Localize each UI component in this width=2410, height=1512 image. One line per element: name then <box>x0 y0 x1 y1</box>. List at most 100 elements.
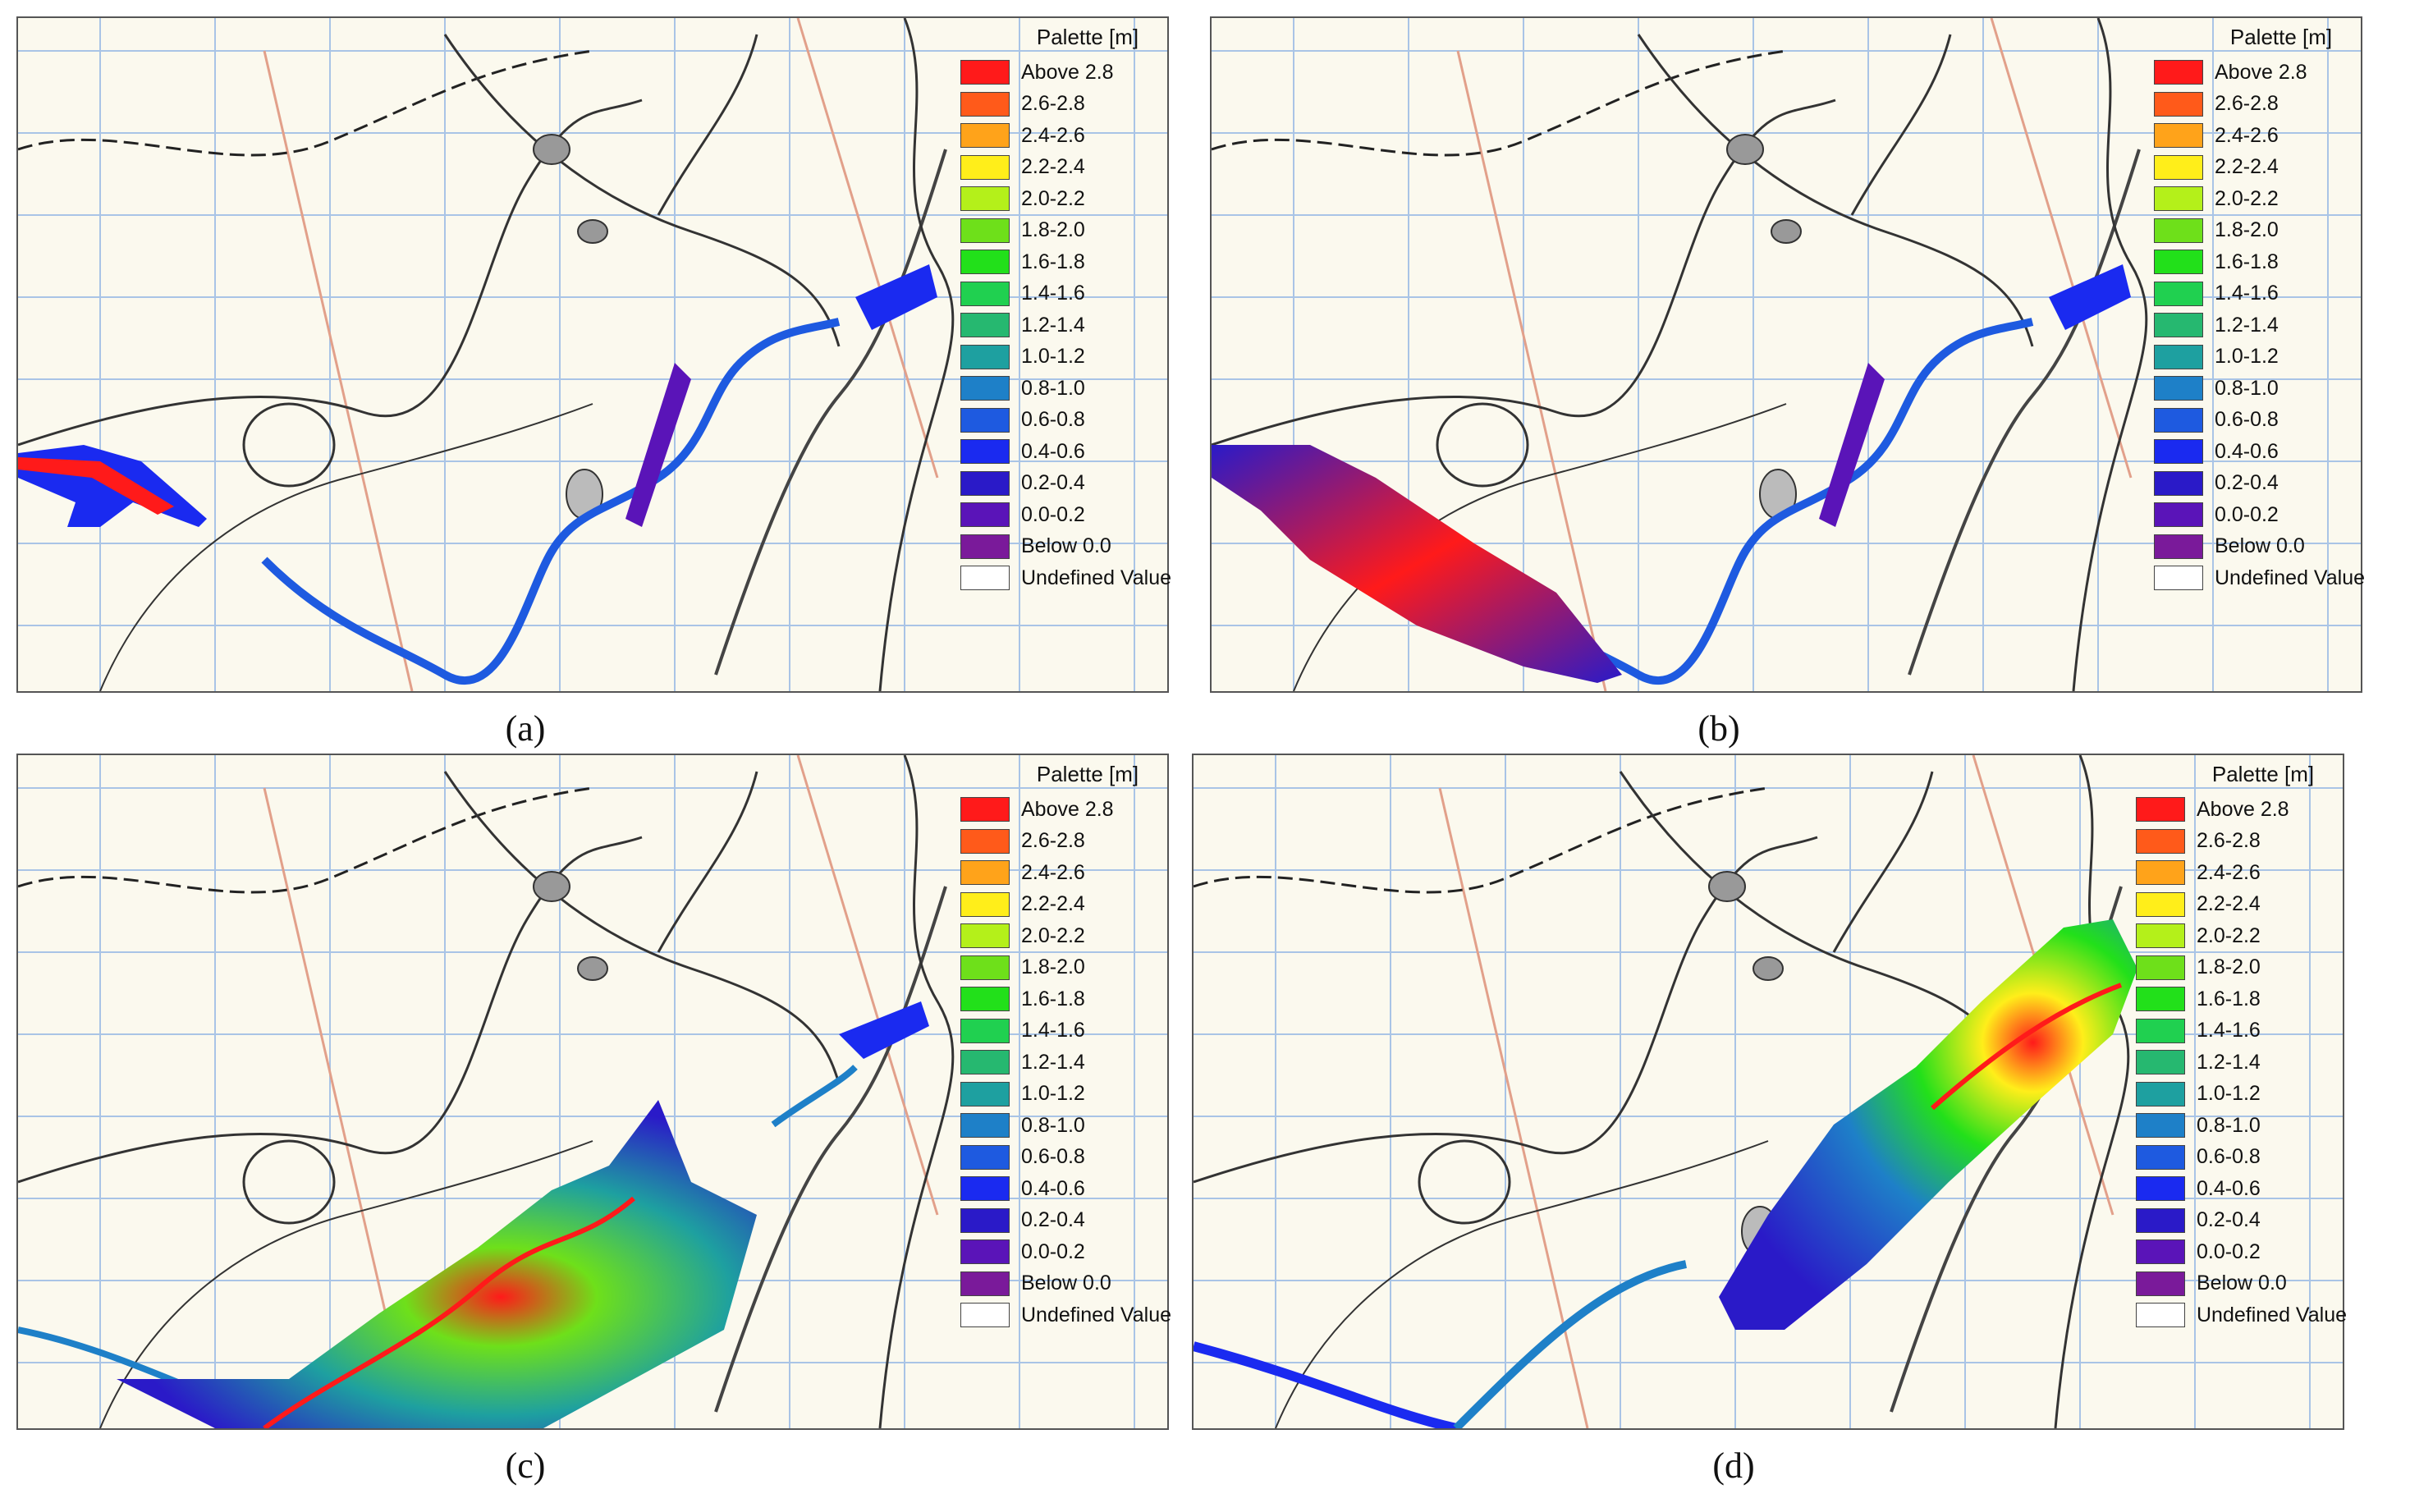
legend-swatch <box>2136 891 2185 917</box>
legend-label: 2.6-2.8 <box>1021 92 1085 116</box>
legend-entry: Below 0.0 <box>2136 1268 2382 1300</box>
legend-swatch <box>2136 828 2185 854</box>
legend-entry: 0.2-0.4 <box>960 468 1207 500</box>
legend-label: 1.2-1.4 <box>2197 1050 2261 1074</box>
legend-entry: 0.6-0.8 <box>960 405 1207 437</box>
legend-label: 0.2-0.4 <box>2215 471 2279 495</box>
legend-entry: Above 2.8 <box>2154 57 2400 89</box>
legend-swatch <box>2154 376 2203 401</box>
legend-entry: 1.4-1.6 <box>2136 1015 2382 1047</box>
legend-label: 2.2-2.4 <box>2215 155 2279 179</box>
legend-entry: 1.8-2.0 <box>960 952 1207 984</box>
legend-swatch <box>960 534 1010 559</box>
legend-entry: 0.0-0.2 <box>2136 1236 2382 1268</box>
legend-label: 1.2-1.4 <box>1021 313 1085 337</box>
legend-label: 2.0-2.2 <box>1021 923 1085 947</box>
legend-entry: 0.4-0.6 <box>2136 1173 2382 1205</box>
legend-swatch <box>2154 566 2203 591</box>
legend-label: 0.6-0.8 <box>1021 408 1085 432</box>
legend-swatch <box>2154 470 2203 496</box>
legend-swatch <box>2136 860 2185 886</box>
legend-entry: 0.0-0.2 <box>960 499 1207 531</box>
legend-label: 1.6-1.8 <box>2215 250 2279 273</box>
legend-entry: 1.6-1.8 <box>960 246 1207 278</box>
legend-swatch <box>960 439 1010 465</box>
legend-label: 1.4-1.6 <box>2197 1019 2261 1042</box>
legend-swatch <box>960 1303 1010 1328</box>
legend-label: 1.8-2.0 <box>1021 218 1085 242</box>
legend-title: Palette [m] <box>2211 762 2315 786</box>
legend-entry: 2.2-2.4 <box>2154 152 2400 184</box>
legend-label: 0.2-0.4 <box>1021 471 1085 495</box>
legend-entry: 2.0-2.2 <box>2136 920 2382 952</box>
legend-entry: 2.4-2.6 <box>2154 120 2400 152</box>
legend-entry: 1.0-1.2 <box>2154 341 2400 373</box>
legend-swatch <box>960 60 1010 85</box>
legend-label: 2.2-2.4 <box>1021 892 1085 916</box>
legend-b: Palette [m] Above 2.8 2.6-2.8 2.4-2.6 2.… <box>2154 25 2400 594</box>
legend-label: 0.6-0.8 <box>2197 1145 2261 1169</box>
legend-swatch <box>960 923 1010 949</box>
legend-label: 2.0-2.2 <box>2215 186 2279 210</box>
legend-entry: 2.2-2.4 <box>960 152 1207 184</box>
legend-c: Palette [m] Above 2.8 2.6-2.8 2.4-2.6 2.… <box>960 762 1207 1331</box>
legend-title: Palette [m] <box>1036 25 1139 49</box>
legend-label: 1.6-1.8 <box>1021 987 1085 1010</box>
panel-caption: (c) <box>505 1446 546 1486</box>
legend-swatch <box>960 91 1010 117</box>
legend-label: 1.6-1.8 <box>1021 250 1085 273</box>
legend-label: 2.6-2.8 <box>2215 92 2279 116</box>
legend-entry: 1.2-1.4 <box>2136 1047 2382 1079</box>
legend-swatch <box>2136 1176 2185 1202</box>
legend-entry: 2.0-2.2 <box>960 920 1207 952</box>
legend-label: 2.2-2.4 <box>1021 155 1085 179</box>
legend-a: Palette [m] Above 2.8 2.6-2.8 2.4-2.6 2.… <box>960 25 1207 594</box>
legend-swatch <box>960 313 1010 338</box>
legend-entry: Below 0.0 <box>960 1268 1207 1300</box>
legend-entry: 0.4-0.6 <box>2154 436 2400 468</box>
legend-label: 0.8-1.0 <box>2197 1113 2261 1137</box>
legend-label: 0.4-0.6 <box>2197 1176 2261 1200</box>
legend-swatch <box>2136 955 2185 980</box>
legend-entry: 0.6-0.8 <box>2154 405 2400 437</box>
legend-label: 1.4-1.6 <box>1021 1019 1085 1042</box>
legend-entry: 1.2-1.4 <box>960 309 1207 341</box>
legend-swatch <box>960 1081 1010 1107</box>
legend-entry: Above 2.8 <box>2136 794 2382 826</box>
legend-entry: 1.8-2.0 <box>960 215 1207 247</box>
legend-title: Palette [m] <box>2229 25 2333 49</box>
legend-label: 0.8-1.0 <box>1021 376 1085 400</box>
legend-label: Undefined Value <box>1021 566 1172 589</box>
legend-label: 2.4-2.6 <box>2215 123 2279 147</box>
legend-entry: 0.8-1.0 <box>960 373 1207 405</box>
legend-entry: 0.8-1.0 <box>960 1110 1207 1142</box>
legend-swatch <box>2136 987 2185 1012</box>
legend-swatch <box>960 186 1010 212</box>
legend-entry: 2.2-2.4 <box>2136 889 2382 921</box>
legend-swatch <box>2154 534 2203 559</box>
legend-label: 0.6-0.8 <box>2215 408 2279 432</box>
legend-entry: 0.6-0.8 <box>2136 1142 2382 1174</box>
legend-label: 2.2-2.4 <box>2197 892 2261 916</box>
legend-swatch <box>2154 344 2203 369</box>
legend-label: 2.0-2.2 <box>1021 186 1085 210</box>
legend-swatch <box>960 566 1010 591</box>
legend-swatch <box>960 1176 1010 1202</box>
legend-swatch <box>960 154 1010 180</box>
legend-label: 0.0-0.2 <box>2215 502 2279 526</box>
legend-swatch <box>2154 154 2203 180</box>
legend-label: 2.6-2.8 <box>2197 829 2261 853</box>
legend-entry: 0.8-1.0 <box>2154 373 2400 405</box>
legend-label: Undefined Value <box>2197 1303 2348 1326</box>
legend-label: 0.0-0.2 <box>1021 502 1085 526</box>
legend-entry: Undefined Value <box>960 1299 1207 1331</box>
legend-entry: 1.8-2.0 <box>2154 215 2400 247</box>
legend-entry: 0.6-0.8 <box>960 1142 1207 1174</box>
legend-swatch <box>2136 797 2185 822</box>
legend-entry: Undefined Value <box>960 562 1207 594</box>
legend-label: 2.4-2.6 <box>2197 860 2261 884</box>
legend-swatch <box>2136 1113 2185 1139</box>
legend-swatch <box>2154 407 2203 433</box>
legend-label: Below 0.0 <box>2197 1271 2287 1295</box>
legend-entry: 1.0-1.2 <box>960 341 1207 373</box>
